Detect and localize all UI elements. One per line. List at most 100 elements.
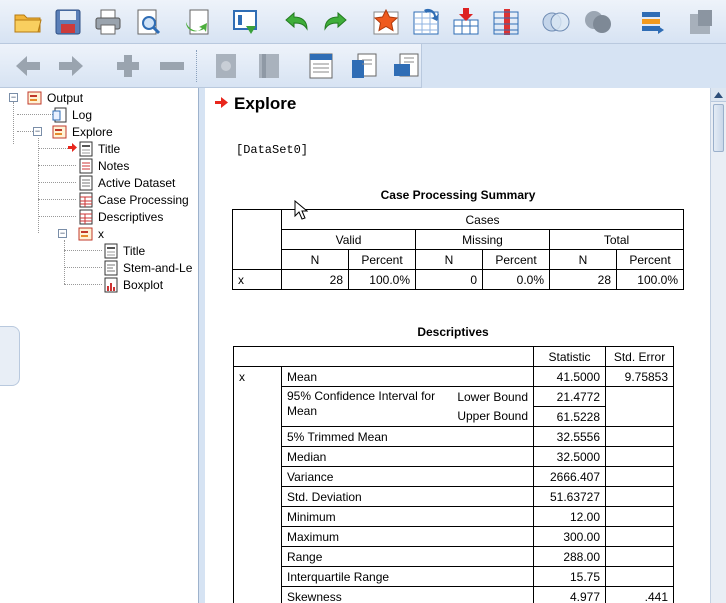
descriptives-table[interactable]: Statistic Std. Error x Mean 41.5000 9.75… [232, 346, 675, 603]
side-grip-handle[interactable] [0, 326, 20, 386]
header-total: Total [549, 229, 684, 250]
stat-value: 32.5000 [533, 446, 607, 467]
cell-missing-percent: 0.0% [482, 269, 550, 290]
table-icon [79, 192, 93, 207]
table-icon [79, 209, 93, 224]
case-processing-table[interactable]: Cases Valid Missing Total N Percent N Pe… [232, 209, 684, 290]
redo-icon[interactable] [320, 6, 352, 38]
forward-arrow-icon[interactable] [55, 50, 87, 82]
collapse-toggle[interactable]: − [33, 126, 42, 136]
recall-dialog-icon[interactable] [230, 6, 262, 38]
variables-icon[interactable] [490, 6, 522, 38]
header-missing: Missing [415, 229, 550, 250]
pane-splitter[interactable] [199, 88, 205, 603]
output-book-icon [27, 91, 42, 104]
tree-item-explore[interactable]: Explore [52, 123, 113, 140]
tree-item-label: Notes [98, 158, 130, 173]
err-value [605, 526, 675, 547]
cell-total-percent: 100.0% [616, 269, 684, 290]
row-label: x [232, 269, 282, 290]
row-sublabel: Lower Bound [441, 386, 534, 407]
stat-value: 12.00 [533, 506, 607, 527]
stat-value: 4.977 [533, 586, 607, 603]
header-std-error: Std. Error [605, 346, 675, 367]
tree-item-x[interactable]: x [78, 225, 104, 242]
back-arrow-icon[interactable] [12, 50, 44, 82]
insert-heading-icon[interactable] [305, 50, 337, 82]
value-labels-icon[interactable] [636, 6, 668, 38]
row-label: 5% Trimmed Mean [280, 426, 534, 447]
header-statistic: Statistic [533, 346, 607, 367]
tree-item-output[interactable]: Output [27, 89, 83, 106]
tree-item-title[interactable]: Title [78, 140, 120, 157]
cell-total-n: 28 [549, 269, 617, 290]
collapse-toggle[interactable]: − [9, 92, 18, 102]
cell-valid-percent: 100.0% [348, 269, 416, 290]
tree-item-label: Boxplot [123, 277, 164, 292]
active-dataset-icon [79, 175, 93, 190]
outline-toolbar [0, 44, 422, 88]
row-label: Range [280, 546, 534, 567]
stat-value: 288.00 [533, 546, 607, 567]
stat-value: 51.63727 [533, 486, 607, 507]
save-icon[interactable] [52, 6, 84, 38]
err-value [605, 446, 675, 467]
insert-text-icon[interactable] [390, 50, 422, 82]
title-icon [104, 243, 118, 258]
export-icon[interactable] [182, 6, 214, 38]
cell-missing-n: 0 [415, 269, 483, 290]
tree-item-descriptives[interactable]: Descriptives [78, 208, 163, 225]
tree-item-x-title[interactable]: Title [103, 242, 145, 259]
open-folder-icon[interactable] [12, 6, 44, 38]
tree-item-log[interactable]: Log [52, 106, 92, 123]
insert-case-icon[interactable] [450, 6, 482, 38]
tree-item-label: Title [98, 141, 121, 156]
outline-pane[interactable]: − Output Log − Explore Title Notes Activ… [0, 88, 199, 603]
tree-item-label: Title [123, 243, 146, 258]
stat-value: 2666.407 [533, 466, 607, 487]
chart-icon [104, 277, 118, 292]
header-percent: Percent [348, 249, 416, 270]
gear-grey-icon[interactable] [686, 6, 718, 38]
venn-icon[interactable] [540, 6, 572, 38]
scroll-thumb[interactable] [713, 104, 724, 152]
stat-value: 300.00 [533, 526, 607, 547]
variable-label: x [233, 366, 282, 603]
tree-item-label: Case Processing [98, 192, 189, 207]
case-processing-title: Case Processing Summary [380, 188, 536, 202]
print-preview-icon[interactable] [132, 6, 164, 38]
print-icon[interactable] [92, 6, 124, 38]
row-label: Skewness [280, 586, 534, 603]
tree-item-label: Log [72, 107, 93, 122]
header-percent: Percent [616, 249, 684, 270]
tree-item-case-processing[interactable]: Case Processing [78, 191, 189, 208]
collapse-minus-icon[interactable] [156, 50, 188, 82]
vertical-scrollbar[interactable] [710, 88, 726, 603]
tree-item-label: Output [47, 90, 84, 105]
tree-item-notes[interactable]: Notes [78, 157, 129, 174]
err-value [605, 506, 675, 527]
collapse-toggle[interactable]: − [58, 228, 67, 238]
tree-item-x-stem[interactable]: Stem-and-Le [103, 259, 192, 276]
undo-icon[interactable] [280, 6, 312, 38]
tree-item-active-dataset[interactable]: Active Dataset [78, 174, 175, 191]
insert-title-icon[interactable] [348, 50, 380, 82]
err-value [605, 486, 675, 507]
hide-icon[interactable] [253, 50, 285, 82]
goto-variable-icon[interactable] [410, 6, 442, 38]
goto-case-icon[interactable] [370, 6, 402, 38]
err-value [605, 386, 675, 427]
header-n: N [415, 249, 483, 270]
expand-plus-icon[interactable] [112, 50, 144, 82]
scroll-up-button[interactable] [711, 88, 726, 102]
row-sublabel: Upper Bound [457, 409, 529, 424]
err-value [605, 546, 675, 567]
tree-item-x-boxplot[interactable]: Boxplot [103, 276, 163, 293]
err-value [605, 466, 675, 487]
show-icon[interactable] [210, 50, 242, 82]
row-label: Mean [280, 366, 534, 387]
grey-circles-icon[interactable] [582, 6, 614, 38]
toolbar-empty-area [422, 44, 726, 88]
main-toolbar [0, 0, 726, 44]
stat-value: 15.75 [533, 566, 607, 587]
